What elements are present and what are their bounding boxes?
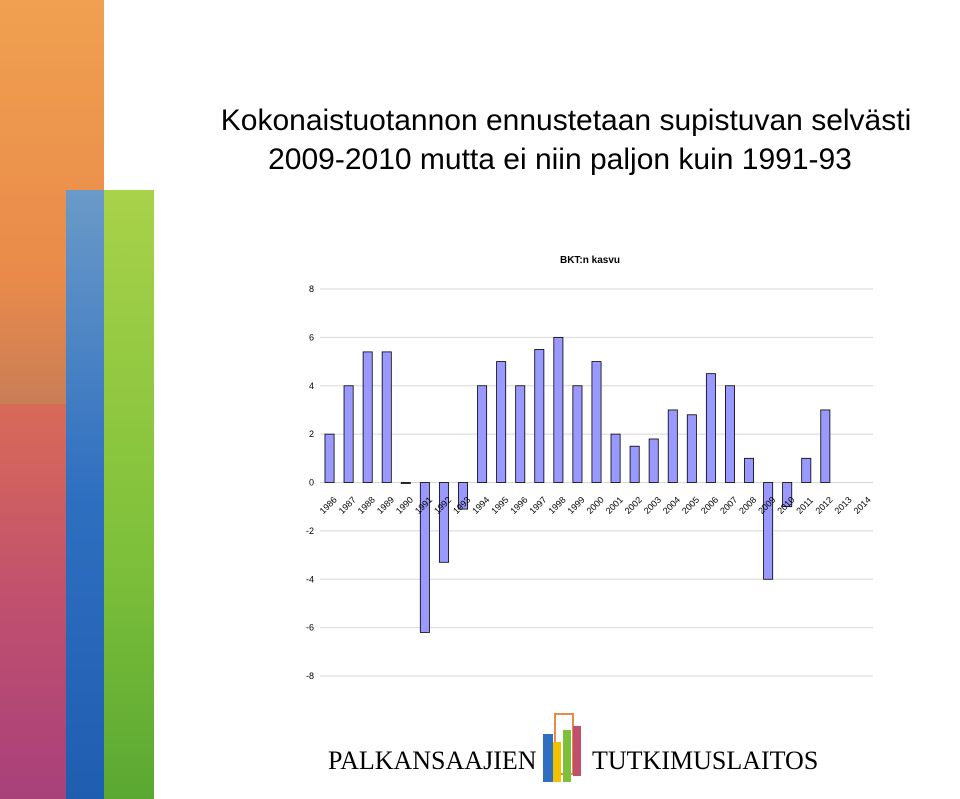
bar-2008 — [744, 457, 755, 483]
x-tick-label: 1994 — [470, 495, 491, 516]
x-tick-label: 2001 — [604, 495, 625, 516]
bar-1999 — [572, 385, 583, 483]
x-tick-label: 2011 — [794, 495, 815, 516]
x-tick-label: 2008 — [737, 495, 758, 516]
slide-title-line-1: Kokonaistuotannon ennustetaan supistuvan… — [220, 104, 912, 137]
logo-text-right: TUTKIMUSLAITOS — [592, 746, 819, 775]
bar-2001 — [610, 433, 621, 483]
bar-2009 — [763, 482, 774, 580]
x-tick-label: 1995 — [489, 495, 510, 516]
y-axis-ticks: 8 6 4 2 0 -2 -4 -6 -8 — [306, 284, 314, 681]
x-tick-label: 1993 — [451, 495, 472, 516]
bar-2011 — [801, 457, 812, 483]
decorative-green-band — [104, 190, 154, 799]
bar-2010 — [782, 482, 793, 508]
x-tick-label: 2005 — [680, 495, 701, 516]
y-tick-label: 2 — [309, 429, 314, 439]
y-tick-label: -4 — [306, 574, 314, 584]
bar-2000 — [591, 361, 602, 483]
bar-2003 — [648, 438, 659, 483]
y-tick-label: 0 — [309, 478, 314, 488]
x-tick-label: 2003 — [642, 495, 663, 516]
x-tick-label: 2006 — [699, 495, 720, 516]
bar-2005 — [686, 414, 697, 483]
bar-1986 — [324, 433, 335, 483]
x-tick-label: 1996 — [508, 495, 529, 516]
x-axis-ticks: 1986198719881989199019911992199319941995… — [318, 495, 873, 516]
chart-title: BKT:n kasvu — [560, 255, 620, 266]
bar-2006 — [705, 373, 716, 483]
bar-1989 — [381, 351, 392, 483]
bar-1992 — [438, 482, 449, 563]
bar-2007 — [725, 385, 735, 483]
x-tick-label: 1997 — [527, 495, 548, 516]
logo-mark-icon — [543, 713, 581, 782]
x-tick-label: 1988 — [356, 495, 377, 516]
x-tick-label: 1998 — [546, 495, 567, 516]
bar-1996 — [515, 385, 526, 483]
x-tick-label: 2002 — [623, 495, 644, 516]
x-tick-label: 2010 — [775, 495, 796, 516]
bar-1993 — [458, 482, 468, 510]
x-tick-label: 2012 — [813, 495, 834, 516]
logo-text-left: PALKANSAAJIEN — [328, 746, 537, 775]
y-tick-label: 4 — [309, 381, 314, 391]
decorative-red-band — [0, 404, 66, 799]
bar-1991 — [419, 482, 430, 633]
chart-bars — [324, 336, 831, 633]
x-tick-label: 1990 — [394, 495, 415, 516]
bar-2004 — [667, 409, 678, 483]
y-tick-label: 6 — [309, 332, 314, 342]
x-tick-label: 1986 — [318, 495, 339, 516]
bar-1997 — [534, 349, 545, 483]
x-tick-label: 2000 — [585, 495, 606, 516]
bar-2012 — [820, 409, 831, 483]
bar-1994 — [477, 385, 488, 483]
bar-1990 — [400, 482, 411, 484]
bar-2002 — [629, 445, 640, 483]
x-tick-label: 2014 — [852, 495, 873, 516]
x-tick-label: 1999 — [566, 495, 587, 516]
x-tick-label: 1987 — [337, 495, 358, 516]
x-tick-label: 2007 — [718, 495, 739, 516]
bar-1987 — [343, 385, 354, 483]
x-tick-label: 2004 — [661, 495, 682, 516]
x-tick-label: 1989 — [375, 495, 396, 516]
y-tick-label: -8 — [306, 671, 314, 681]
slide-title-line-2: 2009-2010 mutta ei niin paljon kuin 1991… — [268, 143, 852, 176]
bar-1998 — [553, 336, 564, 483]
decorative-blue-band — [66, 190, 104, 799]
y-tick-label: -6 — [306, 623, 314, 633]
bar-1995 — [496, 361, 507, 483]
bar-1988 — [362, 351, 373, 483]
palkansaajien-tutkimuslaitos-logo: PALKANSAAJIEN TUTKIMUSLAITOS — [328, 712, 818, 797]
x-tick-label: 2013 — [832, 495, 853, 516]
y-tick-label: -2 — [306, 526, 314, 536]
y-tick-label: 8 — [309, 284, 314, 294]
